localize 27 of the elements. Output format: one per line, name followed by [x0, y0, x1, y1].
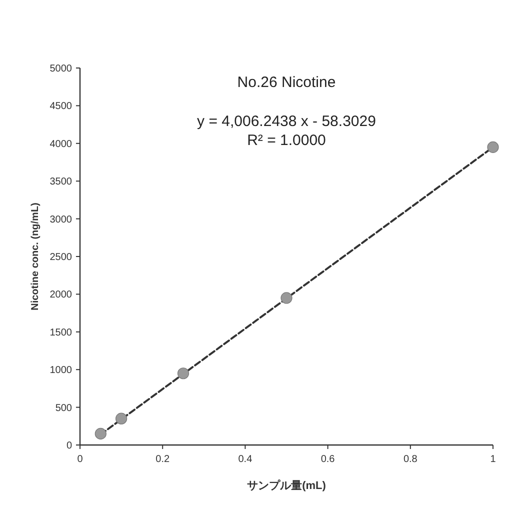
chart-title: No.26 Nicotine	[237, 74, 336, 91]
y-tick-label: 4000	[50, 138, 72, 150]
y-tick-label: 500	[55, 402, 72, 414]
x-axis-title: サンプル量(mL)	[247, 479, 326, 492]
point	[280, 292, 292, 304]
x-tick-label: 0.8	[403, 454, 418, 465]
y-tick-label: 1000	[50, 365, 72, 376]
y-tick-label: 3000	[50, 214, 72, 226]
x-tick-label: 0.6	[320, 454, 336, 465]
point	[94, 428, 106, 440]
x-tick-label: 1	[490, 454, 496, 465]
y-tick-label: 3500	[50, 176, 72, 188]
point	[177, 368, 190, 380]
y-tick-label: 1500	[50, 327, 72, 338]
point	[116, 412, 128, 424]
y-tick-label: 5000	[50, 64, 72, 74]
point	[487, 141, 499, 153]
y-tick-label: 0	[66, 440, 72, 452]
annotation: R² = 1.0000	[247, 132, 326, 150]
x-tick-label: 0.2	[156, 454, 170, 465]
y-axis-title: Nicotine conc. (ng/mL)	[30, 202, 41, 310]
y-tick-label: 2500	[50, 252, 72, 263]
y-tick-label: 2000	[50, 290, 72, 301]
x-tick-label: 0.4	[238, 454, 253, 465]
x-tick-label: 0	[77, 454, 84, 465]
y-tick-label: 4500	[50, 101, 72, 112]
annotation: y = 4,006.2438 x - 58.3029	[197, 113, 376, 130]
